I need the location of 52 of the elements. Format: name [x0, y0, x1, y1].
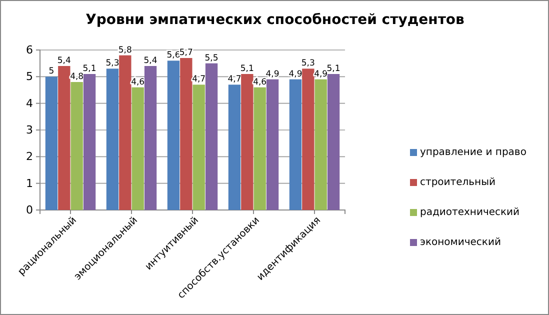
- data-label: 5,4: [144, 56, 158, 66]
- bar: [180, 58, 192, 210]
- y-tick-label: 0: [26, 204, 33, 217]
- bar: [58, 66, 70, 210]
- bar: [192, 84, 205, 210]
- bar: [167, 60, 180, 210]
- data-label: 5: [48, 66, 54, 77]
- chart-title: Уровни эмпатических способностей студентов: [86, 12, 465, 28]
- bar: [228, 84, 241, 210]
- data-label: 5,3: [301, 58, 315, 69]
- y-tick-label: 1: [26, 176, 33, 190]
- data-label: 5,5: [204, 53, 218, 64]
- bar: [83, 74, 96, 210]
- bar: [70, 82, 83, 210]
- data-label: 4,7: [228, 74, 242, 85]
- bar: [106, 68, 119, 210]
- bar: [289, 79, 302, 210]
- data-label: 4,6: [131, 77, 145, 88]
- data-label: 5,1: [82, 64, 96, 74]
- data-label: 5,8: [118, 45, 132, 56]
- y-tick-label: 4: [26, 96, 33, 110]
- data-label: 5,4: [57, 56, 71, 66]
- y-tick-label: 2: [26, 150, 33, 164]
- legend-label: строительный: [420, 177, 496, 188]
- bar: [119, 55, 132, 210]
- data-label: 4,6: [253, 77, 267, 88]
- y-tick-label: 3: [26, 124, 33, 137]
- data-label: 4,9: [266, 69, 280, 80]
- bar: [302, 68, 314, 210]
- y-tick-label: 5: [26, 70, 33, 84]
- bar: [327, 74, 340, 210]
- data-label: 4,9: [288, 69, 302, 80]
- bar: [254, 87, 266, 210]
- bar: [144, 66, 157, 210]
- bar: [314, 79, 327, 210]
- data-label: 4,9: [314, 69, 328, 80]
- bar: [205, 63, 218, 210]
- data-label: 5,1: [240, 64, 254, 74]
- data-label: 5,6: [166, 50, 180, 61]
- bar: [45, 76, 58, 210]
- data-label: 5,1: [326, 64, 340, 74]
- y-tick-label: 6: [26, 44, 33, 57]
- data-label: 4,7: [192, 74, 206, 85]
- bar: [132, 87, 144, 210]
- data-label: 4,8: [70, 72, 84, 82]
- legend-label: радиотехнический: [420, 207, 520, 218]
- bar: [241, 74, 254, 210]
- legend-label: экономический: [420, 237, 501, 248]
- legend-label: управление и право: [420, 147, 526, 158]
- data-label: 5,7: [179, 48, 193, 58]
- bar: [266, 79, 279, 210]
- data-label: 5,3: [106, 58, 120, 69]
